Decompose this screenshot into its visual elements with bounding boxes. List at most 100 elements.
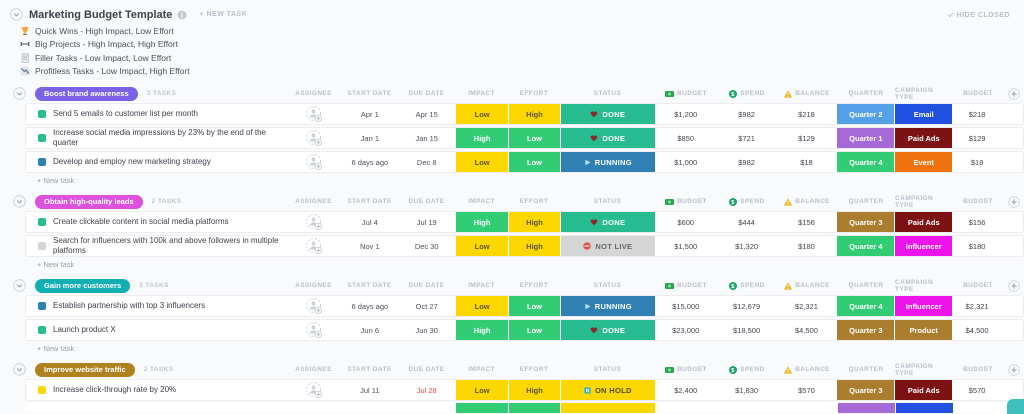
column-header-start-date[interactable]: START DATE	[347, 366, 392, 373]
status-cell[interactable]: DONE	[559, 128, 655, 148]
campaign-cell[interactable]: Email	[894, 104, 953, 124]
collapse-group-icon[interactable]	[13, 87, 26, 100]
task-name[interactable]: Increase click-through rate by 20%	[53, 385, 177, 394]
budget-value[interactable]: $2,400	[674, 385, 698, 395]
balance-value[interactable]: $156	[798, 217, 815, 227]
task-row[interactable]: Launch product X Jun 6 Jun 30 High Low D…	[25, 319, 1024, 341]
task-row[interactable]: Send 5 emails to customer list per month…	[25, 103, 1024, 125]
spend-value[interactable]: $444	[738, 217, 755, 227]
balance-value[interactable]: $218	[798, 109, 815, 119]
column-header-assignee[interactable]: ASSIGNEE	[295, 366, 332, 373]
quarter-cell[interactable]: Quarter 4	[836, 296, 895, 316]
due-date[interactable]: Dec 8	[416, 157, 437, 167]
column-header-assignee[interactable]: ASSIGNEE	[295, 198, 332, 205]
spend-value[interactable]: $982	[738, 109, 755, 119]
assignee-add-avatar[interactable]	[305, 129, 323, 147]
campaign-cell[interactable]: Paid Ads	[894, 212, 953, 232]
budget-value[interactable]: $23,000	[672, 325, 700, 335]
start-date[interactable]: Apr 1	[360, 109, 379, 119]
assignee-add-avatar[interactable]	[305, 237, 323, 255]
effort-cell[interactable]: Low	[508, 152, 560, 172]
column-header-quarter[interactable]: QUARTER	[848, 198, 884, 205]
status-cell[interactable]: RUNNING	[559, 296, 655, 316]
task-row[interactable]: Develop and employ new marketing strateg…	[25, 151, 1024, 173]
spend-value[interactable]: $1,320	[735, 241, 759, 251]
budget-value[interactable]: $1,500	[674, 241, 698, 251]
floating-action-button-partial[interactable]	[1007, 399, 1024, 414]
campaign-cell[interactable]: Paid Ads	[894, 128, 953, 148]
column-header-budget-2[interactable]: BUDGET	[963, 366, 993, 373]
budget2-value[interactable]: $570	[968, 385, 986, 395]
impact-cell[interactable]: Low	[455, 152, 509, 172]
campaign-cell[interactable]: Influencer	[894, 296, 953, 316]
effort-cell[interactable]: High	[508, 236, 560, 256]
column-header-status[interactable]: STATUS	[593, 198, 622, 205]
column-header-campaign-type[interactable]: CAMPAIGN TYPE	[895, 362, 934, 377]
collapse-group-icon[interactable]	[13, 195, 26, 208]
assignee-add-avatar[interactable]	[305, 153, 323, 171]
start-date[interactable]: 6 days ago	[351, 157, 389, 167]
column-header-budget-2[interactable]: BUDGET	[963, 90, 993, 97]
task-row[interactable]: Increase click-through rate by 20% Jul 1…	[25, 379, 1024, 401]
column-header-quarter[interactable]: QUARTER	[848, 90, 884, 97]
column-header-impact[interactable]: IMPACT	[468, 366, 495, 373]
effort-cell[interactable]: High	[508, 380, 560, 400]
column-header-effort[interactable]: EFFORT	[519, 366, 549, 373]
column-header-effort[interactable]: EFFORT	[519, 282, 549, 289]
budget2-value[interactable]: $4,500	[965, 325, 989, 335]
budget2-value[interactable]: $18	[970, 157, 984, 167]
effort-cell[interactable]: Low	[508, 320, 560, 340]
column-header-spend[interactable]: $ SPEND	[717, 197, 777, 206]
impact-cell[interactable]: Low	[455, 380, 509, 400]
task-row[interactable]: Increase social media impressions by 23%…	[25, 127, 1024, 149]
start-date[interactable]: Jun 6	[360, 325, 380, 335]
column-header-balance[interactable]: BALANCE	[777, 365, 837, 374]
task-name[interactable]: Launch product X	[53, 325, 116, 334]
column-header-balance[interactable]: BALANCE	[777, 89, 837, 98]
due-date[interactable]: Oct 27	[415, 301, 438, 311]
add-column-icon[interactable]	[1007, 279, 1020, 292]
start-date[interactable]: Jul 11	[360, 385, 380, 395]
column-header-due-date[interactable]: DUE DATE	[408, 366, 445, 373]
column-header-campaign-type[interactable]: CAMPAIGN TYPE	[895, 194, 934, 209]
column-header-impact[interactable]: IMPACT	[468, 282, 495, 289]
campaign-cell[interactable]: Influencer	[894, 236, 953, 256]
new-task-top-button[interactable]: + NEW TASK	[199, 11, 248, 18]
spend-value[interactable]: $982	[738, 157, 755, 167]
start-date[interactable]: 6 days ago	[351, 301, 389, 311]
effort-cell[interactable]: Low	[508, 296, 560, 316]
task-status-square[interactable]	[38, 158, 46, 166]
task-row[interactable]: Establish partnership with top 3 influen…	[25, 295, 1024, 317]
balance-value[interactable]: $570	[798, 385, 815, 395]
effort-cell[interactable]: High	[508, 104, 560, 124]
column-header-budget[interactable]: BUDGET	[655, 366, 717, 373]
status-cell[interactable]: RUNNING	[559, 152, 655, 172]
due-date[interactable]: Jul 19	[416, 217, 437, 227]
column-header-campaign-type[interactable]: CAMPAIGN TYPE	[895, 86, 934, 101]
column-header-quarter[interactable]: QUARTER	[848, 366, 884, 373]
due-date[interactable]: Jan 15	[415, 133, 438, 143]
collapse-group-icon[interactable]	[13, 279, 26, 292]
column-header-effort[interactable]: EFFORT	[519, 198, 549, 205]
budget-value[interactable]: $600	[677, 217, 695, 227]
group-badge[interactable]: Obtain high-quality leads	[35, 194, 143, 209]
column-header-budget[interactable]: BUDGET	[655, 198, 717, 205]
column-header-budget-2[interactable]: BUDGET	[963, 282, 993, 289]
assignee-add-avatar[interactable]	[305, 105, 323, 123]
column-header-balance[interactable]: BALANCE	[777, 281, 837, 290]
task-status-square[interactable]	[38, 242, 46, 250]
column-header-budget[interactable]: BUDGET	[655, 90, 717, 97]
column-header-assignee[interactable]: ASSIGNEE	[295, 90, 332, 97]
budget-value[interactable]: $15,000	[672, 301, 700, 311]
start-date[interactable]: Jan 1	[360, 133, 380, 143]
column-header-spend[interactable]: $ SPEND	[717, 89, 777, 98]
column-header-due-date[interactable]: DUE DATE	[408, 198, 445, 205]
task-name[interactable]: Develop and employ new marketing strateg…	[53, 157, 211, 166]
task-row[interactable]: Create clickable content in social media…	[25, 211, 1024, 233]
impact-cell[interactable]: Low	[455, 296, 509, 316]
quarter-cell[interactable]: Quarter 3	[836, 380, 895, 400]
budget2-value[interactable]: $218	[968, 109, 986, 119]
column-header-balance[interactable]: BALANCE	[777, 197, 837, 206]
quarter-cell[interactable]: Quarter 1	[836, 128, 895, 148]
column-header-status[interactable]: STATUS	[593, 90, 622, 97]
